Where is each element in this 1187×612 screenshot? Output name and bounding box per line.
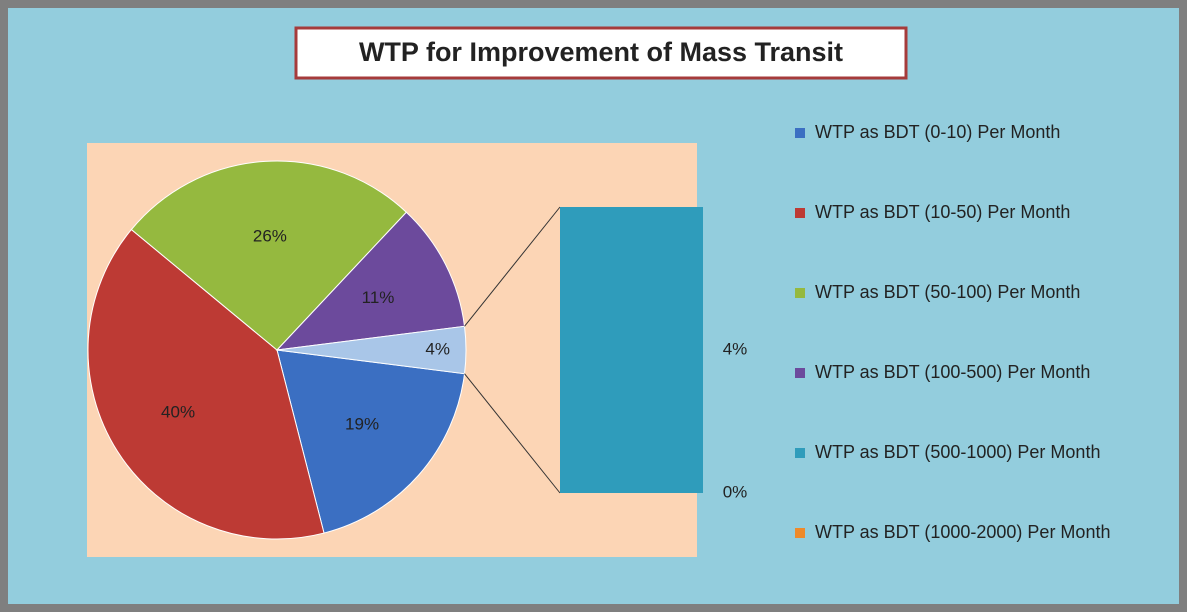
pie-slice: [276, 349, 466, 534]
legend-line: WTP as BDT (1000-2000) Per Month: [815, 522, 1110, 542]
legend-label: WTP as BDT (50-100) Per Month: [815, 282, 1080, 302]
data-label: 19%: [345, 414, 379, 433]
connector: [464, 373, 561, 494]
legend-swatch: [795, 128, 805, 138]
pie-slice: [87, 228, 325, 540]
legend-label: WTP as BDT (10-50) Per Month: [815, 202, 1070, 222]
data-label: 4%: [723, 339, 748, 358]
legend-label: WTP as BDT (500-1000) Per Month: [815, 442, 1100, 462]
pie-slice: [275, 211, 466, 351]
legend-label: WTP as BDT (100-500) Per Month: [815, 362, 1090, 382]
legend-line: WTP as BDT (100-500) Per Month: [815, 362, 1090, 382]
data-label: 40%: [161, 402, 195, 421]
legend-line: WTP as BDT (0-10) Per Month: [815, 122, 1060, 142]
chart-title: WTP for Improvement of Mass Transit: [359, 37, 843, 67]
legend-line: WTP as BDT (500-1000) Per Month: [815, 442, 1100, 462]
connector: [464, 206, 561, 327]
legend-label: WTP as BDT (1000-2000) Per Month: [815, 522, 1110, 542]
legend-swatch: [795, 208, 805, 218]
data-label: 26%: [253, 226, 287, 245]
title-box: [294, 26, 908, 80]
data-label: 4%: [425, 339, 450, 358]
legend-swatch: [795, 528, 805, 538]
pie-slice: [276, 325, 467, 375]
data-label: 0%: [723, 482, 748, 501]
legend-line: WTP as BDT (50-100) Per Month: [815, 282, 1080, 302]
legend-line: WTP as BDT (10-50) Per Month: [815, 202, 1070, 222]
pie-slice: [130, 160, 408, 351]
legend-swatch: [795, 288, 805, 298]
data-label: 11%: [362, 288, 395, 307]
bar-segment: [560, 207, 703, 493]
legend-swatch: [795, 368, 805, 378]
legend-label: WTP as BDT (0-10) Per Month: [815, 122, 1060, 142]
legend-swatch: [795, 448, 805, 458]
